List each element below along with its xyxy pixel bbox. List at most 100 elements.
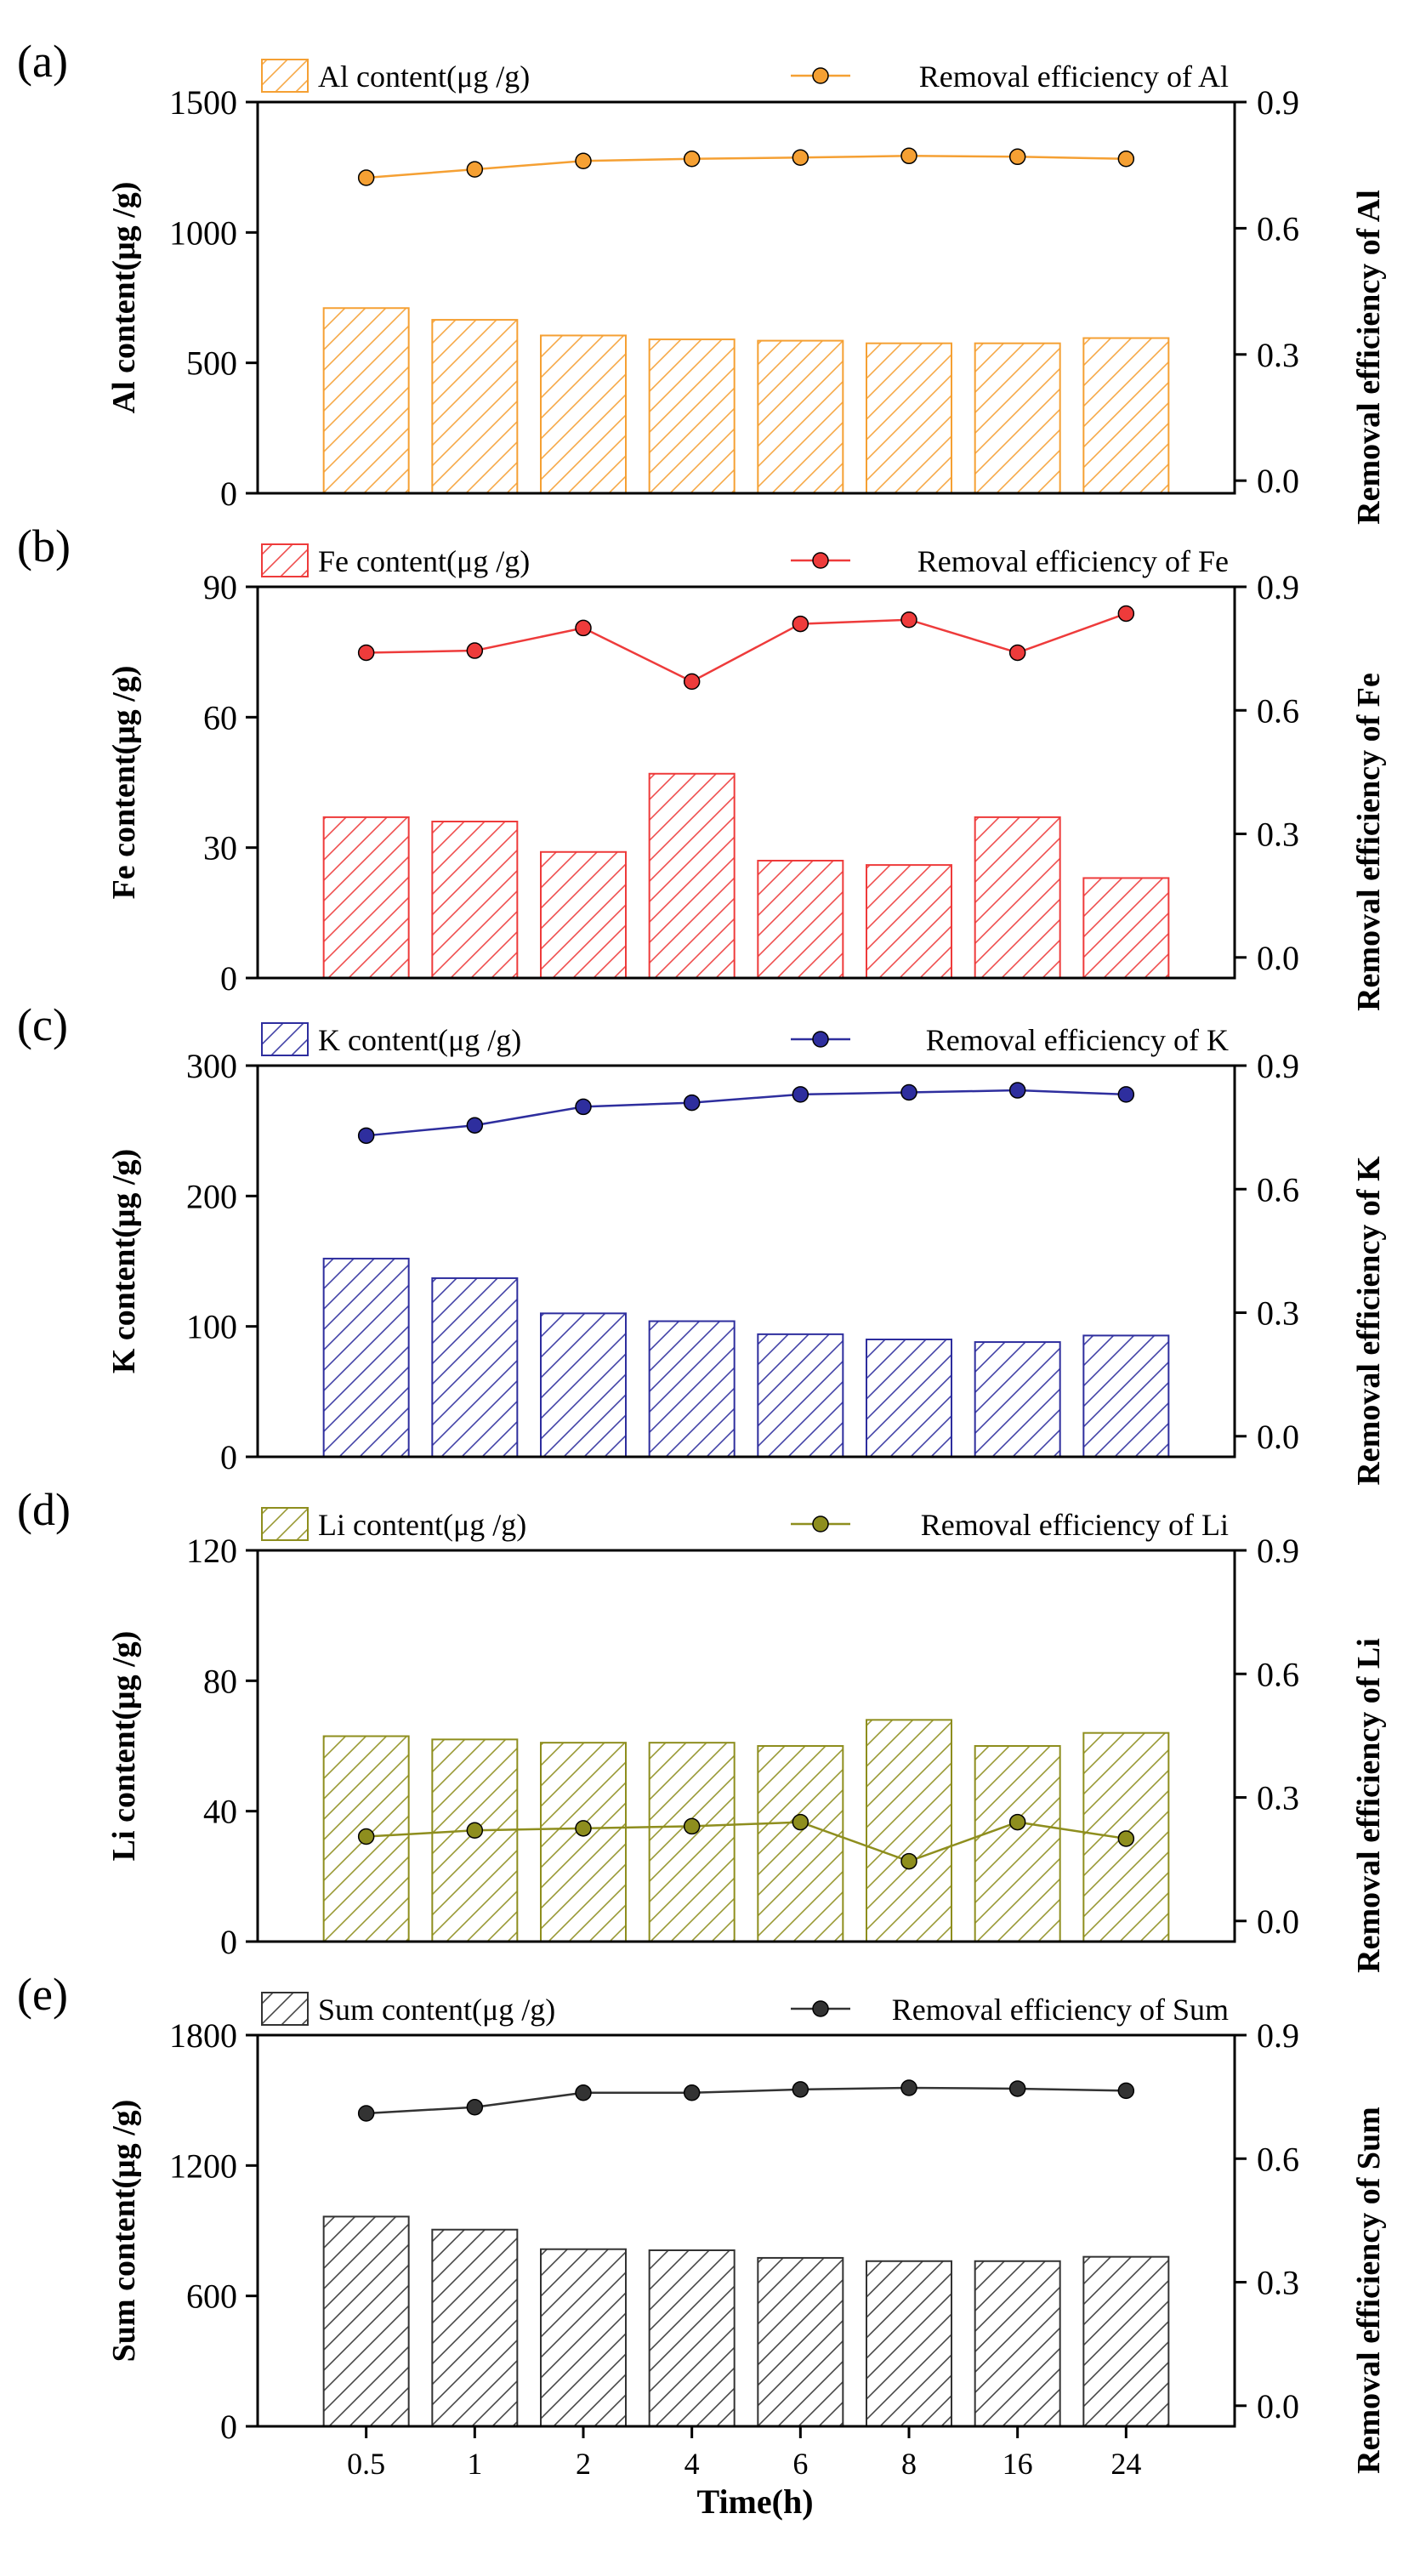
legend-bar-swatch	[261, 59, 309, 93]
efficiency-point	[357, 2105, 375, 2122]
legend-bar-swatch	[261, 1022, 309, 1056]
y-axis-title: K content(μg /g)	[106, 1149, 142, 1373]
efficiency-point	[900, 1852, 917, 1870]
y-tick-label: 30	[203, 829, 237, 867]
efficiency-point	[683, 1094, 701, 1112]
legend-bar: Al content(μg /g)	[261, 59, 530, 94]
y-tick-label: 90	[203, 568, 237, 606]
bar	[540, 2248, 627, 2427]
legend-bar-label: Sum content(μg /g)	[318, 1993, 555, 2027]
legend-line-marker	[812, 2000, 829, 2017]
y2-axis-title: Removal efficiency of Fe	[1351, 673, 1387, 1011]
efficiency-point	[1008, 1813, 1026, 1831]
bar	[757, 339, 844, 494]
efficiency-point	[1008, 1082, 1026, 1099]
bar	[322, 307, 410, 494]
y2-axis-title: Removal efficiency of Li	[1351, 1638, 1387, 1973]
efficiency-point	[357, 644, 375, 662]
bar	[648, 772, 736, 979]
bar	[974, 342, 1061, 494]
y-axis-title: Al content(μg /g)	[106, 182, 142, 414]
bar	[974, 1745, 1061, 1942]
efficiency-point	[792, 149, 809, 167]
plot-frame	[256, 585, 1236, 980]
y-tick-label: 100	[186, 1308, 237, 1346]
legend-bar-label: Li content(μg /g)	[318, 1508, 526, 1542]
y-tick-label: 300	[186, 1047, 237, 1085]
bar	[866, 1339, 952, 1458]
plot-frame	[256, 1064, 1236, 1459]
legend-bar-swatch	[261, 1992, 309, 2026]
efficiency-point	[792, 615, 809, 633]
efficiency-line	[366, 1821, 1127, 1862]
x-axis-ticks: 0.5 1 2 4 6 8 16 24	[347, 2426, 1141, 2481]
x-tick-label: 1	[467, 2447, 482, 2481]
efficiency-point	[1117, 2082, 1135, 2100]
plot-frame	[256, 100, 1236, 495]
legend-line-marker	[812, 1515, 829, 1533]
efficiency-point	[792, 2081, 809, 2098]
efficiency-point	[683, 2084, 701, 2101]
bar	[322, 816, 410, 980]
efficiency-point	[1008, 644, 1026, 662]
y2-tick-label: 0.3	[1257, 1294, 1299, 1333]
y2-tick-label: 0.3	[1257, 1779, 1299, 1817]
y2-tick-label: 0.6	[1257, 1170, 1299, 1208]
y-tick-label: 0	[220, 1438, 237, 1476]
bar	[431, 1738, 519, 1943]
y-axis-title: Fe content(μg /g)	[106, 666, 142, 900]
efficiency-point	[466, 2098, 484, 2116]
y2-tick-label: 0.3	[1257, 816, 1299, 854]
bar	[431, 2228, 519, 2427]
bar	[757, 1745, 844, 1942]
bar	[648, 2249, 736, 2427]
y-tick-label: 0	[220, 2408, 237, 2446]
bar	[322, 2215, 410, 2428]
y-tick-label: 200	[186, 1177, 237, 1215]
bar	[1082, 2255, 1170, 2428]
bar	[540, 850, 627, 979]
y2-tick-label: 0.9	[1257, 1532, 1299, 1570]
bar	[431, 1277, 519, 1459]
legend-bar-swatch	[261, 543, 309, 577]
bar	[648, 338, 736, 495]
bar	[648, 1320, 736, 1458]
legend-bar-label: Fe content(μg /g)	[318, 544, 530, 578]
bar	[866, 342, 952, 494]
efficiency-point	[900, 1083, 917, 1101]
efficiency-point	[792, 1813, 809, 1831]
bar	[540, 1742, 627, 1943]
y2-tick-label: 0.6	[1257, 691, 1299, 730]
y-tick-label: 1500	[169, 83, 237, 122]
efficiency-point	[357, 1828, 375, 1845]
bar	[1082, 1334, 1170, 1459]
panel-label: (e)	[17, 1969, 68, 2020]
legend-line-label: Removal efficiency of K	[926, 1023, 1229, 1057]
y-tick-label: 0	[220, 959, 237, 998]
x-tick-label: 0.5	[347, 2447, 385, 2481]
bar	[866, 2260, 952, 2428]
efficiency-point	[466, 161, 484, 178]
efficiency-point	[1008, 148, 1026, 166]
legend-bar: Sum content(μg /g)	[261, 1992, 555, 2027]
efficiency-point	[1117, 151, 1135, 168]
x-tick-label: 8	[901, 2447, 917, 2481]
legend-line: Removal efficiency of Al	[791, 60, 1229, 94]
bar	[757, 2256, 844, 2427]
y2-tick-label: 0.0	[1257, 1902, 1299, 1941]
efficiency-line	[366, 2086, 1127, 2115]
legend-line: Removal efficiency of K	[791, 1023, 1229, 1057]
y2-tick-label: 0.0	[1257, 939, 1299, 977]
efficiency-point	[575, 1098, 592, 1116]
legend-line: Removal efficiency of Li	[791, 1508, 1229, 1542]
y-tick-label: 120	[186, 1532, 237, 1570]
y2-tick-label: 0.3	[1257, 336, 1299, 374]
y-axis-title: Sum content(μg /g)	[106, 2100, 142, 2363]
legend-line-label: Removal efficiency of Li	[921, 1508, 1229, 1542]
chart-panel-2: 0 100 200 300 0.0 0.3 0.6 0.9 (c) K content(μg /g…	[17, 999, 1387, 1486]
bar	[1082, 337, 1170, 494]
y-tick-label: 60	[203, 698, 237, 736]
legend-line-label: Removal efficiency of Al	[919, 60, 1229, 94]
efficiency-point	[466, 1822, 484, 1840]
bar	[540, 1312, 627, 1459]
